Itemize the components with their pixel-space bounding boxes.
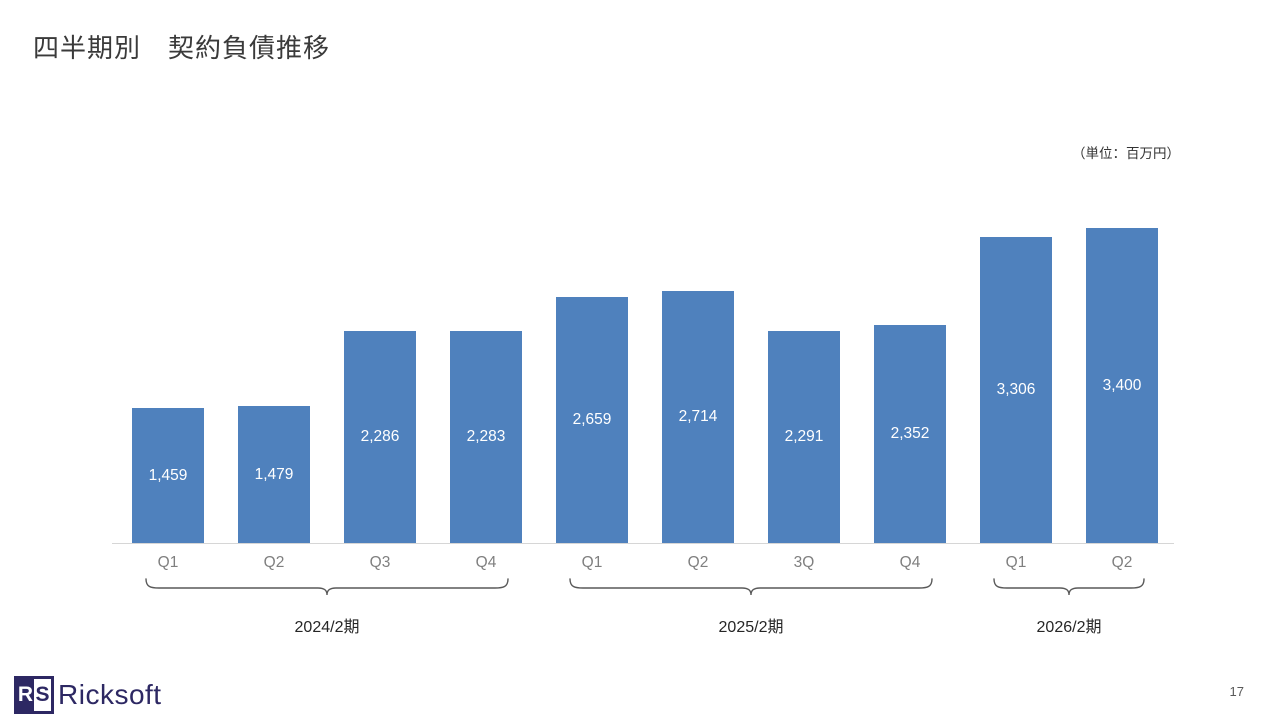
slide-title: 四半期別 契約負債推移 xyxy=(33,33,331,63)
logo-name: Ricksoft xyxy=(58,679,162,710)
bar-slot: 2,352 xyxy=(857,200,963,543)
bar: 3,306 xyxy=(980,237,1052,543)
group-bracket xyxy=(145,578,509,596)
category-label: Q1 xyxy=(581,554,603,571)
bar-value-label: 2,714 xyxy=(678,408,718,425)
bar-slot: 3,400 xyxy=(1069,200,1175,543)
bar: 2,659 xyxy=(556,297,628,543)
bar: 2,283 xyxy=(450,331,522,543)
category-label: 3Q xyxy=(793,554,815,571)
page-number: 17 xyxy=(1229,684,1244,699)
category-label: Q2 xyxy=(263,554,285,571)
bar-value-label: 2,352 xyxy=(890,425,930,442)
bar-slot: 2,659 xyxy=(539,200,645,543)
x-axis-line xyxy=(112,543,1174,544)
bar-slot: 2,283 xyxy=(433,200,539,543)
bar: 1,459 xyxy=(132,408,204,543)
logo-icon: R S xyxy=(14,676,54,714)
bar-slot: 2,714 xyxy=(645,200,751,543)
category-label: Q2 xyxy=(687,554,709,571)
bar-slot: 2,286 xyxy=(327,200,433,543)
logo-letter-s: S xyxy=(34,679,51,711)
bar: 2,291 xyxy=(768,331,840,543)
unit-note: （単位：百万円） xyxy=(1072,146,1180,161)
group-labels: 2024/2期 2025/2期 2026/2期 xyxy=(115,613,1175,637)
bar-slot: 3,306 xyxy=(963,200,1069,543)
bar: 2,352 xyxy=(874,325,946,543)
bar-slot: 2,291 xyxy=(751,200,857,543)
plot-area: 1,459 1,479 2,286 2,283 2,659 2,714 2,291 2,352… xyxy=(115,200,1175,543)
category-label: Q3 xyxy=(369,554,391,571)
bar-value-label: 2,283 xyxy=(466,428,506,445)
category-label: Q4 xyxy=(899,554,921,571)
group-period-label: 2026/2期 xyxy=(1036,619,1102,636)
group-bracket xyxy=(569,578,933,596)
category-axis: Q1 Q2 Q3 Q4 Q1 Q2 3Q Q4 Q1 Q2 xyxy=(115,554,1175,572)
category-label: Q1 xyxy=(157,554,179,571)
logo-letter-r: R xyxy=(17,679,34,711)
group-brackets xyxy=(115,578,1175,599)
bar-value-label: 2,659 xyxy=(572,411,612,428)
bar-value-label: 3,400 xyxy=(1102,376,1142,394)
category-label: Q1 xyxy=(1005,554,1027,571)
group-bracket xyxy=(993,578,1145,596)
bar-value-label: 3,306 xyxy=(996,381,1036,398)
category-label: Q4 xyxy=(475,554,497,571)
company-logo: R S Ricksoft xyxy=(14,676,162,714)
category-label: Q2 xyxy=(1111,554,1133,571)
bar: 2,714 xyxy=(662,291,734,543)
bar-value-label: 1,479 xyxy=(254,465,294,483)
group-period-label: 2024/2期 xyxy=(294,619,360,636)
bar: 3,400 xyxy=(1086,228,1158,543)
bar: 2,286 xyxy=(344,331,416,543)
bar-slot: 1,459 xyxy=(115,200,221,543)
bar-value-label: 2,291 xyxy=(784,428,824,445)
bar-value-label: 1,459 xyxy=(148,466,188,484)
bar: 1,479 xyxy=(238,406,310,543)
bar-slot: 1,479 xyxy=(221,200,327,543)
bar-value-label: 2,286 xyxy=(360,428,400,445)
group-period-label: 2025/2期 xyxy=(718,619,784,636)
